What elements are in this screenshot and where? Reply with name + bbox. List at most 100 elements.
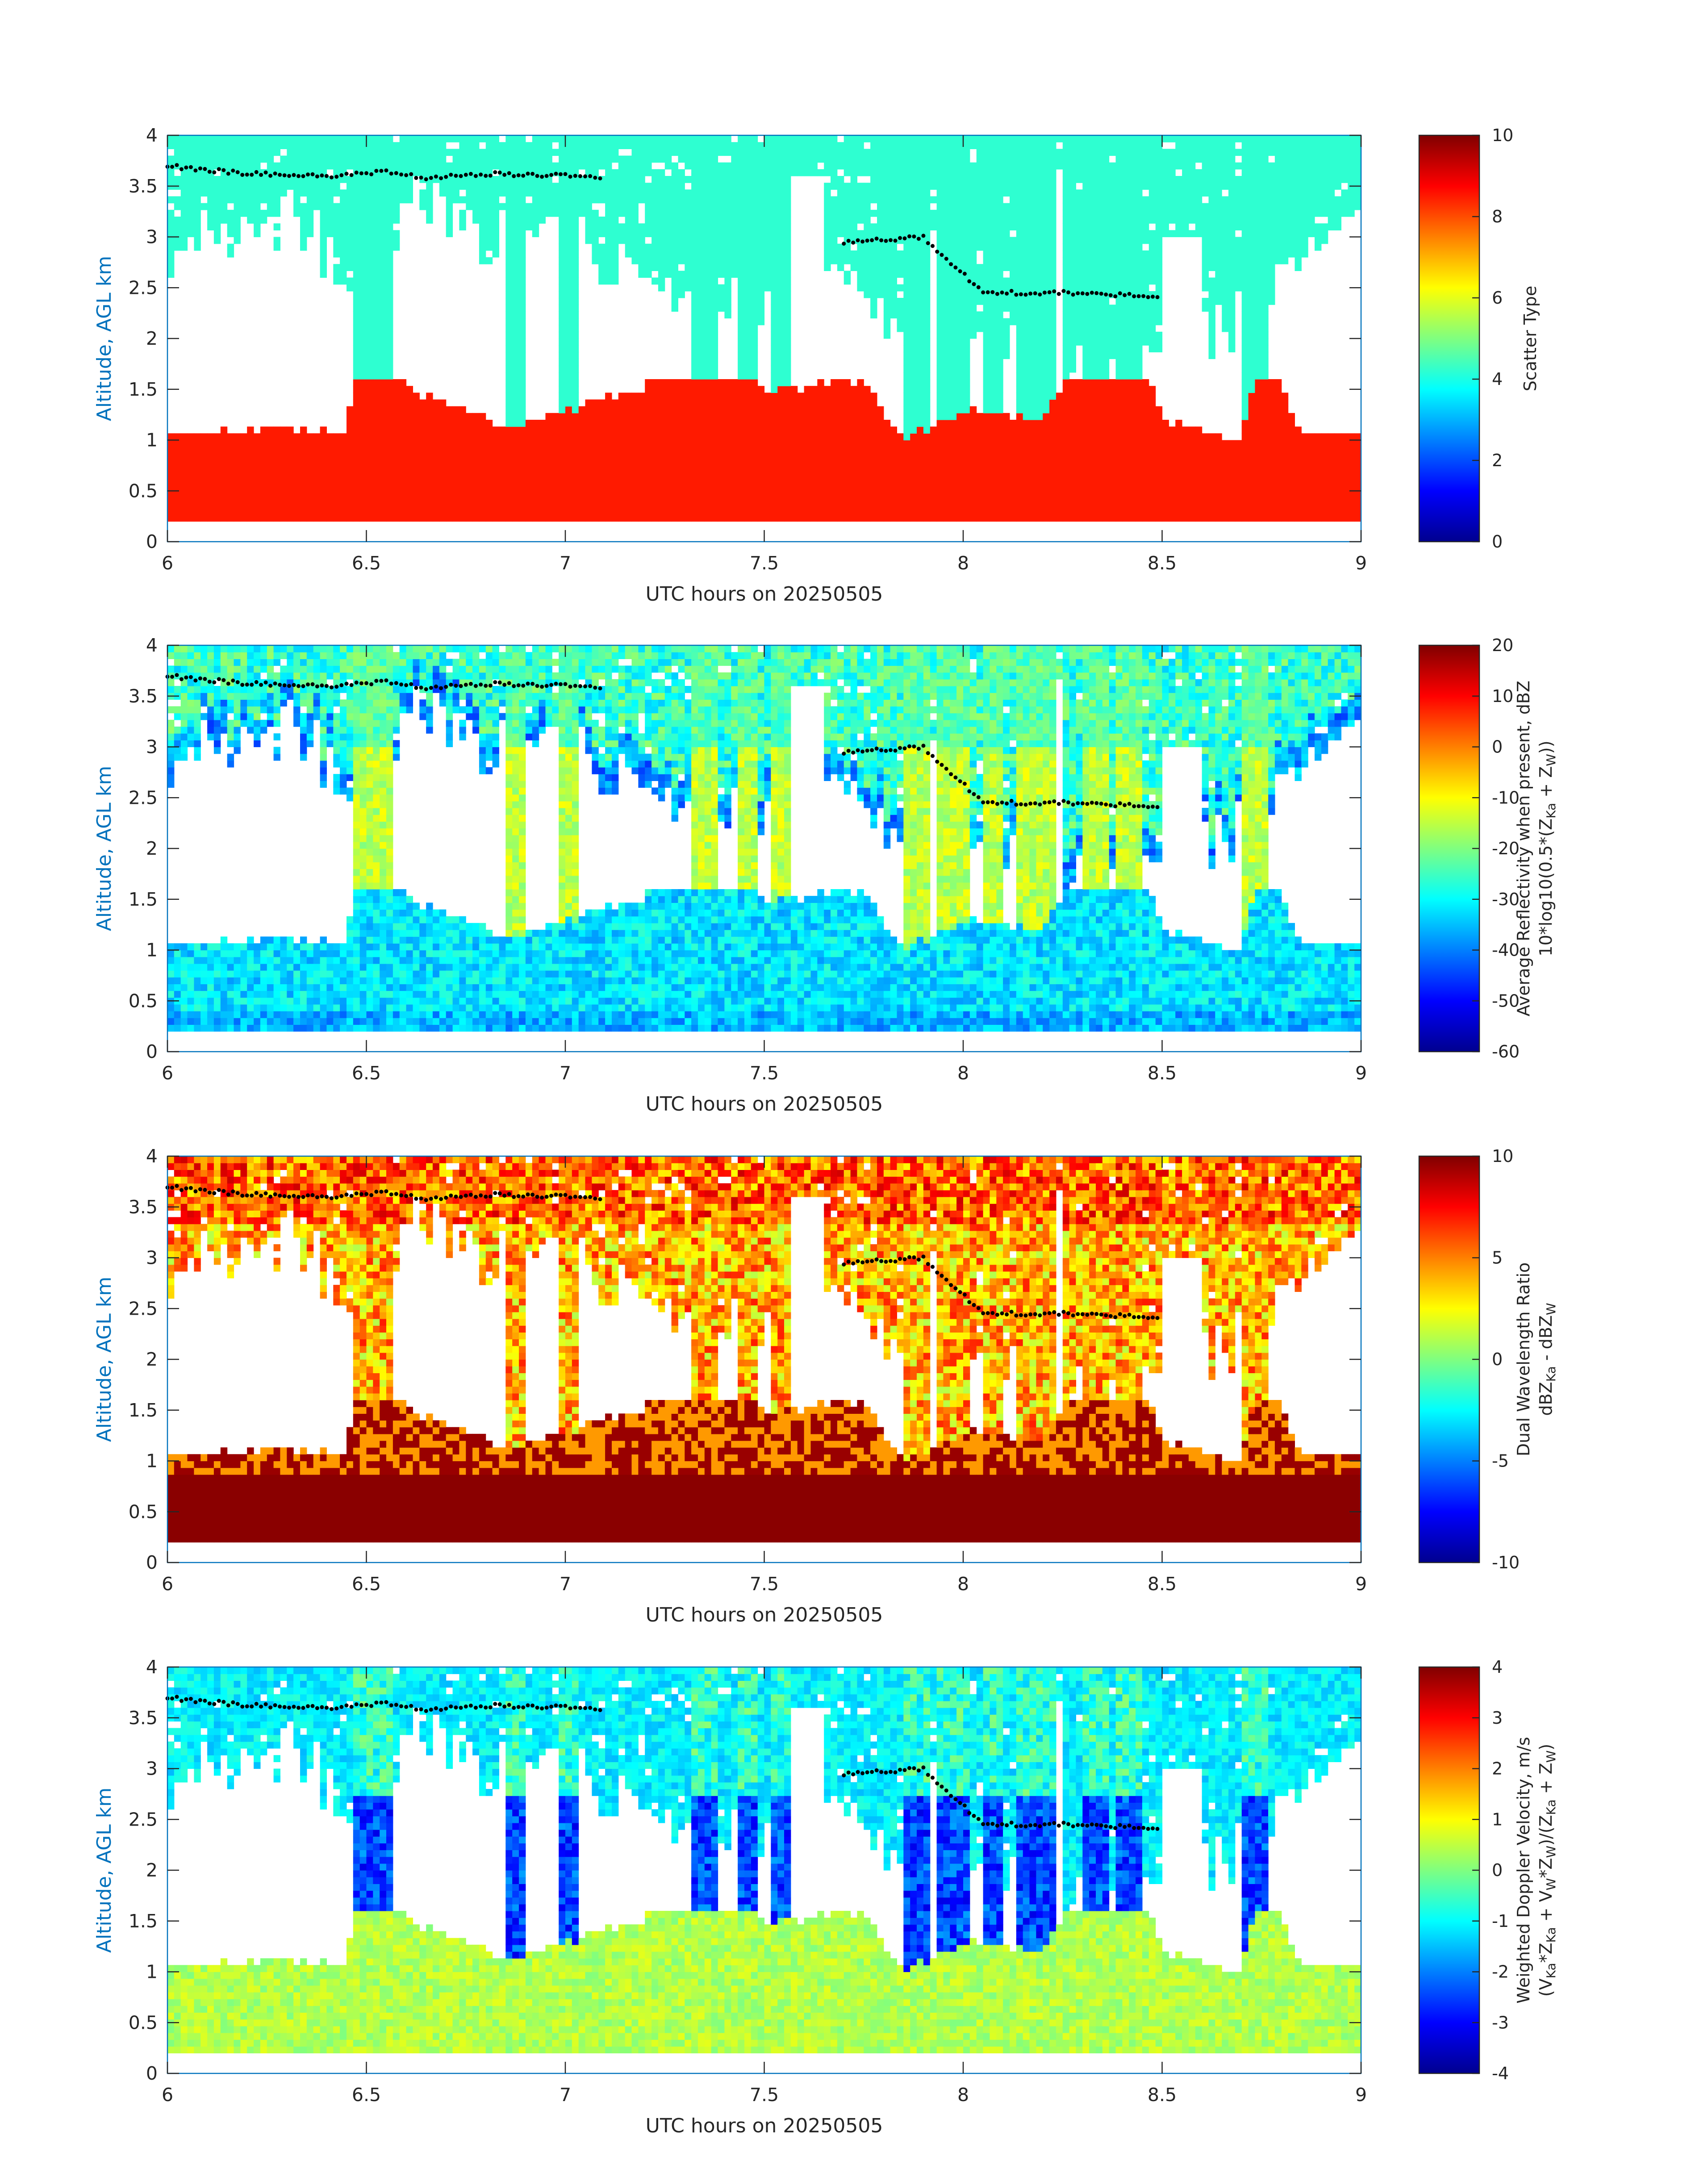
heatmap-cell	[804, 163, 811, 170]
heatmap-cell	[651, 203, 658, 210]
heatmap-cell	[632, 169, 639, 176]
heatmap-cell	[486, 223, 493, 230]
heatmap-cell	[393, 156, 400, 163]
heatmap-cell	[917, 210, 923, 217]
heatmap-cell	[632, 203, 639, 210]
heatmap-cell	[519, 217, 526, 224]
heatmap-cell	[367, 481, 373, 488]
heatmap-cell	[433, 494, 439, 501]
heatmap-cell	[188, 514, 194, 522]
heatmap-cell	[705, 325, 711, 332]
heatmap-cell	[572, 474, 579, 481]
heatmap-cell	[347, 514, 353, 522]
heatmap-cell	[784, 264, 791, 271]
heatmap-cell	[751, 420, 758, 427]
heatmap-cell	[771, 223, 777, 230]
heatmap-cell	[711, 501, 718, 508]
heatmap-cell	[784, 447, 791, 454]
heatmap-cell	[386, 454, 393, 461]
heatmap-cell	[347, 237, 353, 244]
heatmap-cell	[651, 210, 658, 217]
heatmap-cell	[698, 183, 705, 190]
heatmap-cell	[353, 386, 360, 393]
heatmap-cell	[651, 514, 658, 522]
heatmap-cell	[990, 467, 996, 474]
heatmap-cell	[831, 420, 837, 427]
heatmap-cell	[990, 345, 996, 352]
heatmap-cell	[963, 251, 970, 258]
heatmap-cell	[738, 467, 744, 474]
heatmap-cell	[718, 305, 725, 312]
heatmap-cell	[870, 508, 877, 515]
heatmap-cell	[738, 372, 744, 380]
heatmap-cell	[658, 488, 665, 495]
heatmap-cell	[764, 460, 771, 468]
heatmap-cell	[645, 514, 651, 522]
heatmap-cell	[260, 433, 267, 440]
heatmap-cell	[572, 460, 579, 468]
heatmap-cell	[499, 440, 506, 447]
heatmap-cell	[956, 298, 963, 305]
heatmap-cell	[493, 467, 499, 474]
heatmap-cell	[439, 460, 446, 468]
heatmap-cell	[917, 332, 923, 339]
heatmap-cell	[539, 163, 546, 170]
heatmap-cell	[247, 501, 254, 508]
heatmap-cell	[367, 176, 373, 183]
heatmap-cell	[579, 196, 585, 204]
heatmap-cell	[751, 196, 758, 204]
heatmap-cell	[996, 440, 1003, 447]
heatmap-cell	[996, 230, 1003, 237]
heatmap-cell	[326, 230, 333, 237]
heatmap-cell	[227, 223, 234, 230]
heatmap-cell	[777, 210, 784, 217]
heatmap-cell	[194, 189, 200, 196]
heatmap-cell	[486, 217, 493, 224]
heatmap-cell	[347, 278, 353, 285]
heatmap-cell	[950, 183, 956, 190]
heatmap-cell	[247, 217, 254, 224]
heatmap-cell	[214, 508, 221, 515]
heatmap-cell	[367, 338, 373, 346]
heatmap-cell	[406, 501, 413, 508]
heatmap-cell	[512, 278, 519, 285]
heatmap-cell	[758, 318, 764, 326]
heatmap-cell	[493, 514, 499, 522]
heatmap-cell	[990, 257, 996, 264]
heatmap-cell	[207, 494, 214, 501]
heatmap-cell	[181, 142, 188, 149]
heatmap-cell	[565, 440, 572, 447]
heatmap-cell	[373, 271, 380, 278]
heatmap-cell	[930, 447, 937, 454]
heatmap-cell	[917, 501, 923, 508]
heatmap-cell	[930, 196, 937, 204]
heatmap-cell	[923, 142, 930, 149]
heatmap-cell	[691, 142, 698, 149]
heatmap-cell	[672, 189, 678, 196]
heatmap-cell	[890, 223, 897, 230]
heatmap-cell	[784, 305, 791, 312]
heatmap-cell	[937, 217, 944, 224]
heatmap-cell	[479, 189, 486, 196]
heatmap-cell	[771, 318, 777, 326]
heatmap-cell	[466, 494, 472, 501]
heatmap-cell	[897, 318, 904, 326]
heatmap-cell	[638, 400, 645, 407]
heatmap-cell	[751, 264, 758, 271]
heatmap-cell	[426, 142, 433, 149]
heatmap-cell	[539, 447, 546, 454]
heatmap-cell	[718, 481, 725, 488]
heatmap-cell	[711, 203, 718, 210]
heatmap-cell	[698, 454, 705, 461]
heatmap-cell	[360, 298, 367, 305]
heatmap-cell	[565, 244, 572, 251]
heatmap-cell	[499, 481, 506, 488]
heatmap-cell	[738, 440, 744, 447]
heatmap-cell	[260, 488, 267, 495]
heatmap-cell	[413, 393, 420, 400]
heatmap-cell	[718, 420, 725, 427]
heatmap-cell	[532, 494, 539, 501]
heatmap-cell	[744, 291, 751, 298]
heatmap-cell	[505, 481, 512, 488]
heatmap-cell	[406, 433, 413, 440]
